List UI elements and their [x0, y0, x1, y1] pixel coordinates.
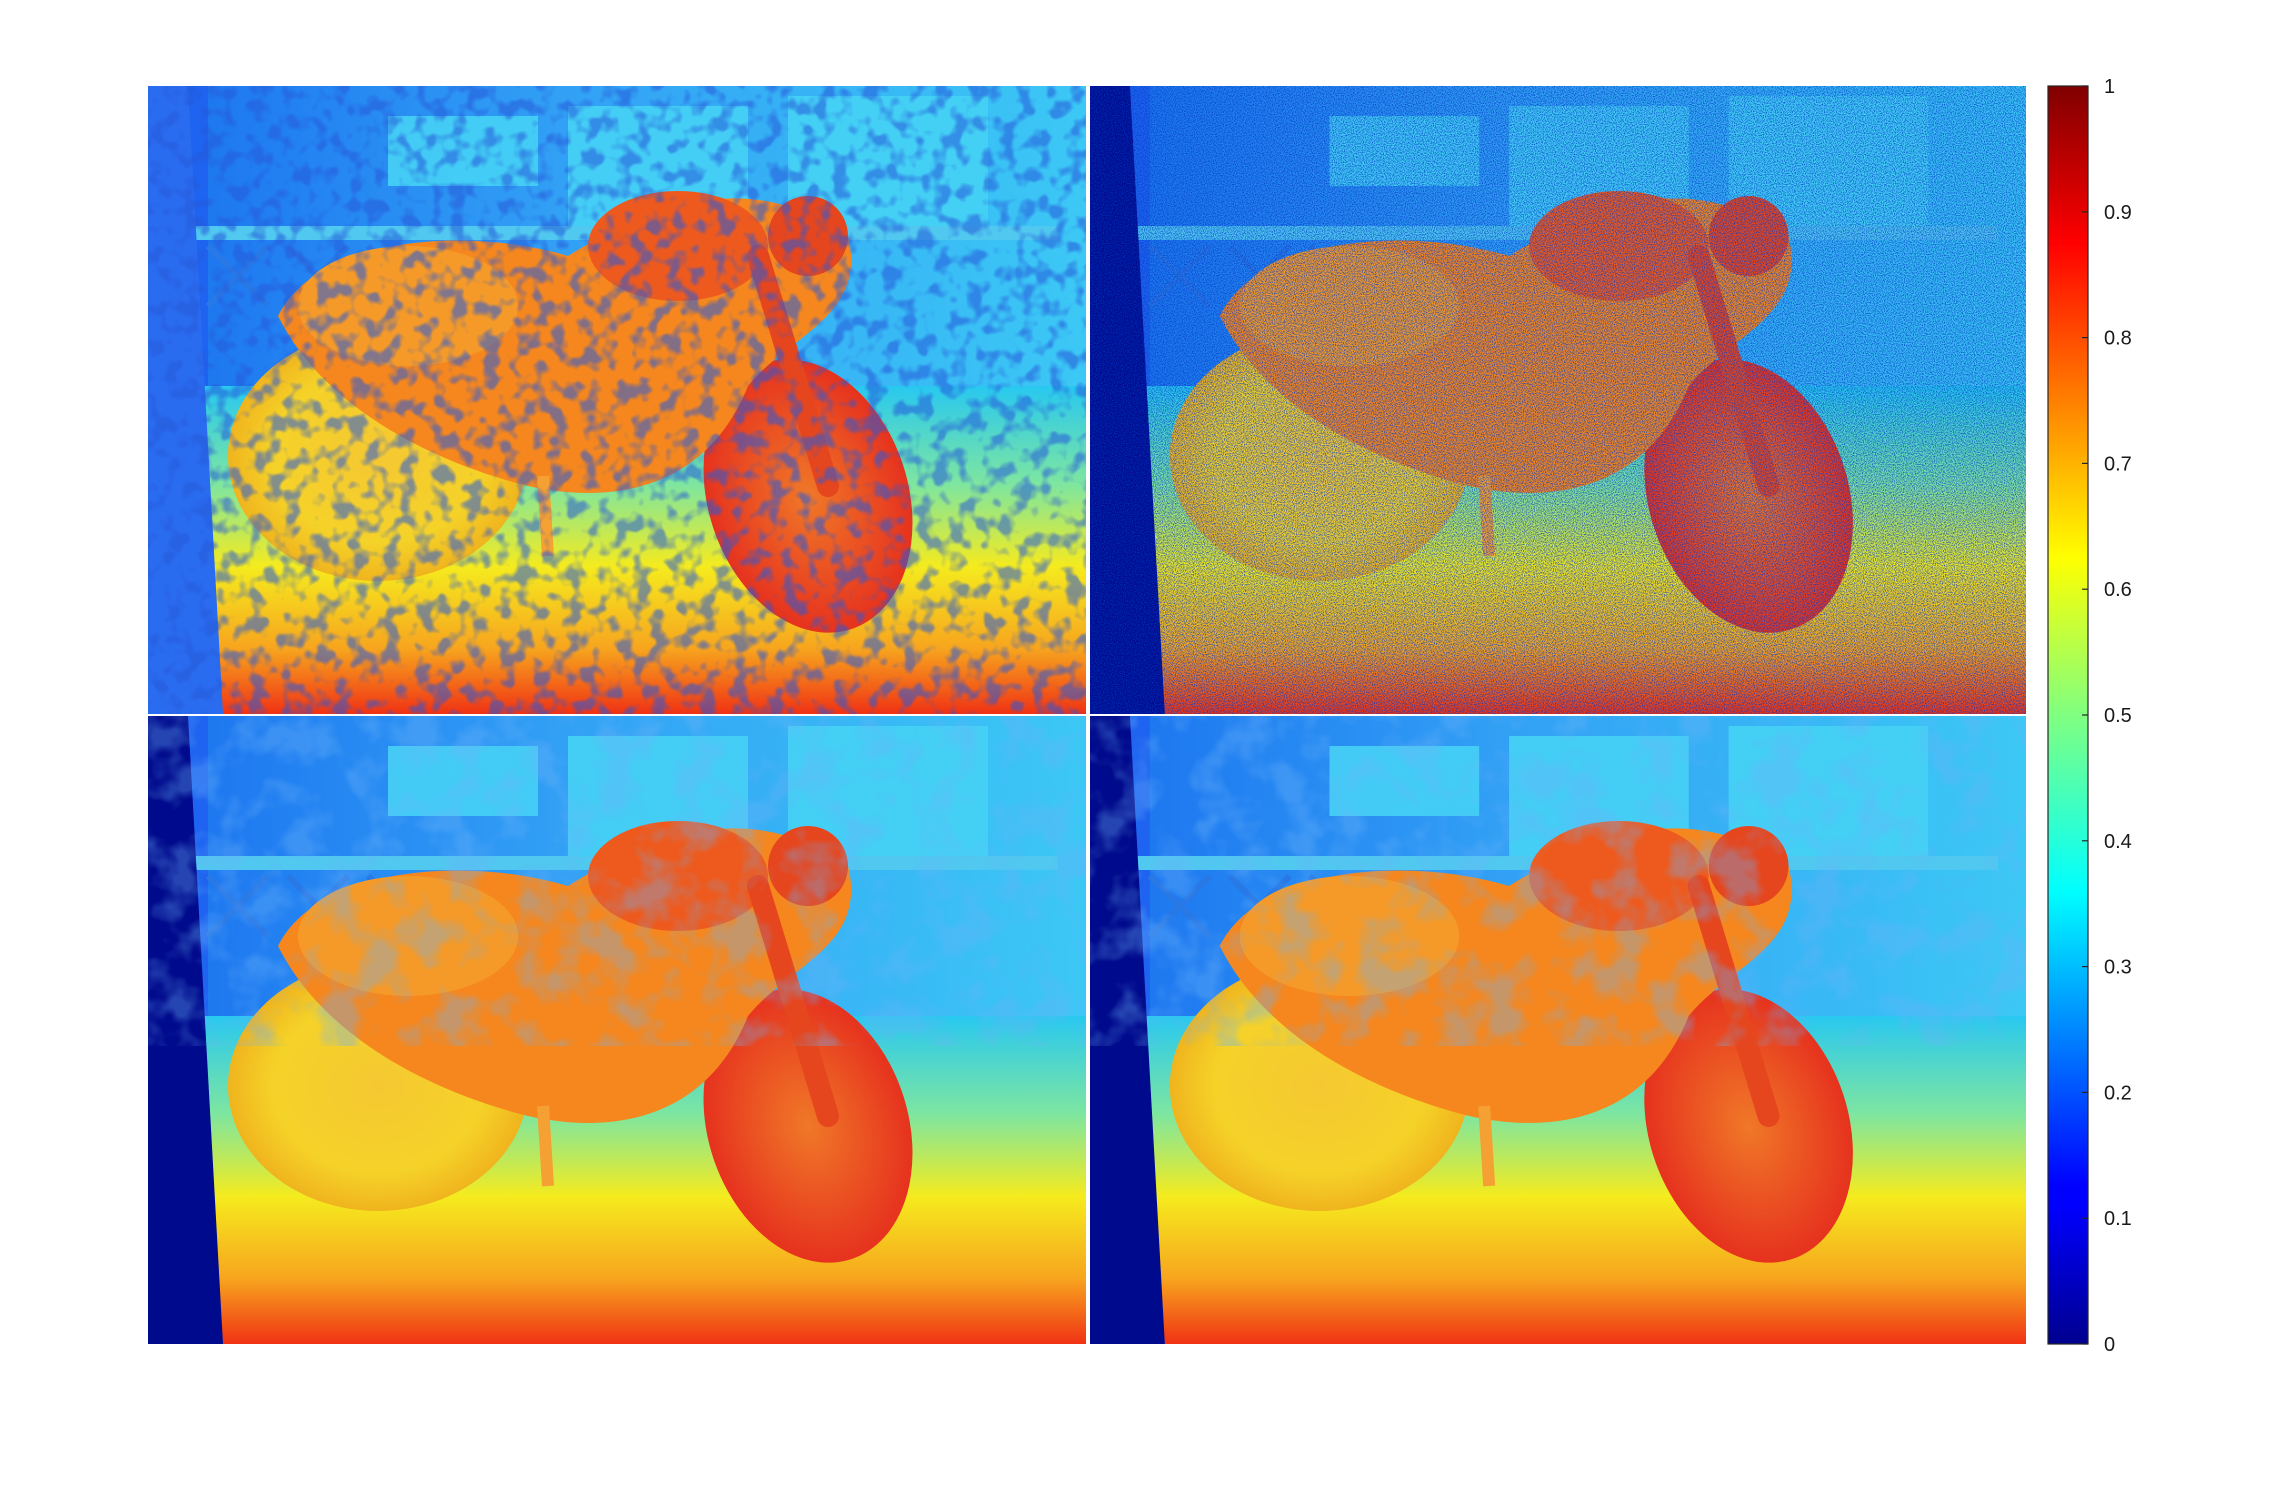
- colorbar-tick-label: 0.4: [2104, 831, 2132, 853]
- depth-panels: [148, 86, 2026, 1344]
- colorbar-tick-label: 0.5: [2104, 705, 2132, 727]
- kickstand: [1478, 1105, 1496, 1187]
- colorbar-tick-label: 0.6: [2104, 579, 2132, 601]
- kickstand: [537, 1105, 554, 1187]
- colorbar-tick-label: 0.3: [2104, 957, 2132, 979]
- colorbar-tick-label: 0: [2104, 1334, 2115, 1356]
- colorbar-gradient: [2047, 85, 2089, 1345]
- colorbar-ticks: 0 0.1 0.2 0.3 0.4 0.5 0.6 0.7 0.8 0.9 1: [2082, 76, 2132, 1356]
- front-wheel: [1644, 989, 1853, 1263]
- depth-panel-bottom-right: [1090, 716, 2026, 1344]
- depth-panel-bottom-left: [148, 716, 1086, 1344]
- colorbar-tick-label: 0.8: [2104, 328, 2132, 350]
- front-wheel: [703, 989, 913, 1263]
- speckle-overlay: [148, 86, 1086, 714]
- blotch-overlay: [148, 716, 1086, 1046]
- colorbar: 0 0.1 0.2 0.3 0.4 0.5 0.6 0.7 0.8 0.9 1: [2047, 76, 2132, 1356]
- colorbar-tick-label: 0.7: [2104, 453, 2132, 475]
- colorbar-tick-label: 0.1: [2104, 1208, 2132, 1230]
- noise-overlay: [1090, 86, 2026, 714]
- depth-panel-top-right: [1090, 86, 2026, 714]
- colorbar-tick-label: 1: [2104, 76, 2115, 98]
- depth-panel-top-left: [148, 86, 1086, 714]
- blotch-overlay: [1090, 716, 2026, 1046]
- colorbar-tick-label: 0.9: [2104, 202, 2132, 224]
- colorbar-tick-label: 0.2: [2104, 1082, 2132, 1104]
